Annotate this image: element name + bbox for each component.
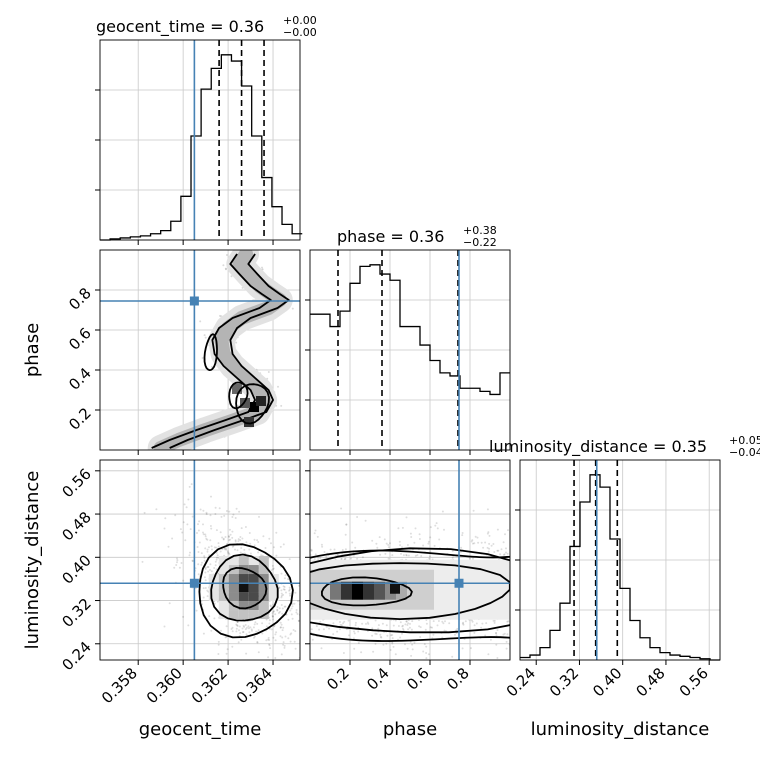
ylabel-phase: phase <box>22 323 43 377</box>
x-tick-label: 0.360 <box>143 664 186 707</box>
y-tick-label: 0.56 <box>58 465 94 501</box>
y-tick-label: 0.2 <box>65 404 95 434</box>
y-tick-label: 0.48 <box>58 508 94 544</box>
x-tick-label: 0.364 <box>233 664 276 707</box>
title-phase: phase = 0.36 <box>337 227 444 246</box>
ylabel-luminosity-distance: luminosity_distance <box>22 471 43 650</box>
title-phase-minus: −0.22 <box>463 236 497 249</box>
panel-frame <box>309 459 511 661</box>
truth-layer <box>100 40 598 660</box>
xlabel-luminosity-distance: luminosity_distance <box>531 719 710 740</box>
x-tick-label: 0.362 <box>188 664 231 707</box>
density-phase-luminosity-distance <box>310 507 510 660</box>
truth-marker <box>189 578 199 588</box>
truth-marker <box>454 578 464 588</box>
title-geocent-time-minus: −0.00 <box>283 26 317 39</box>
x-tick-label: 0.48 <box>632 664 668 700</box>
x-tick-label: 0.8 <box>443 664 473 694</box>
title-luminosity-distance-minus: −0.04 <box>729 446 760 459</box>
x-tick-label: 0.2 <box>323 664 353 694</box>
x-tick-label: 0.56 <box>676 664 712 700</box>
x-tick-label: 0.40 <box>589 664 625 700</box>
density-layer <box>141 250 510 660</box>
title-luminosity-distance: luminosity_distance = 0.35 <box>489 437 707 457</box>
density-geocent-time-luminosity-distance <box>141 483 300 659</box>
x-tick-label: 0.6 <box>403 664 433 694</box>
y-tick-label: 0.40 <box>58 551 94 587</box>
density-geocent-time-phase <box>147 250 294 450</box>
x-tick-label: 0.32 <box>546 664 582 700</box>
x-tick-label: 0.358 <box>98 664 141 707</box>
xlabel-phase: phase <box>383 719 437 740</box>
histogram-phase <box>310 264 510 396</box>
y-tick-label: 0.32 <box>58 595 94 631</box>
title-luminosity-distance-plus: +0.05 <box>729 434 760 447</box>
y-tick-label: 0.6 <box>65 324 95 354</box>
title-geocent-time-plus: +0.00 <box>283 14 317 27</box>
xlabel-geocent-time: geocent_time <box>139 719 262 740</box>
truth-marker <box>189 296 199 306</box>
curves-layer <box>100 40 720 661</box>
x-tick-label: 0.4 <box>363 664 393 694</box>
text-layer: geocent_time = 0.36 +0.00 −0.00 phase = … <box>22 14 760 740</box>
y-tick-label: 0.4 <box>65 364 95 394</box>
x-tick-label: 0.24 <box>503 664 539 700</box>
panel-frame <box>99 459 301 661</box>
histogram-geocent-time <box>100 54 303 241</box>
histogram-luminosity-distance <box>520 474 720 661</box>
title-phase-plus: +0.38 <box>463 224 497 237</box>
panel-frame <box>99 249 301 451</box>
title-geocent-time: geocent_time = 0.36 <box>96 17 264 37</box>
y-tick-label: 0.24 <box>58 638 94 674</box>
y-tick-label: 0.8 <box>65 284 95 314</box>
